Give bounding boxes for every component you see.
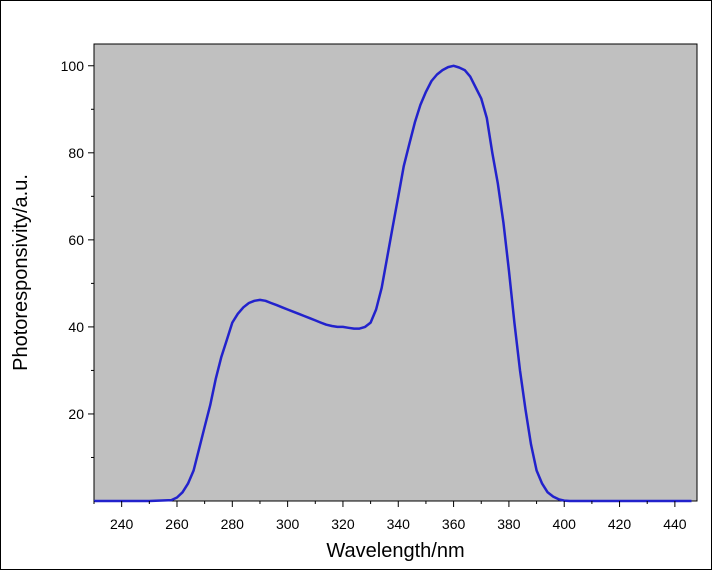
x-tick-label-240: 240 <box>110 516 134 532</box>
x-tick-label-360: 360 <box>442 516 466 532</box>
y-tick-label-80: 80 <box>68 145 84 161</box>
x-tick-label-440: 440 <box>663 516 687 532</box>
x-axis-title: Wavelength/nm <box>326 540 464 562</box>
y-tick-label-100: 100 <box>61 58 85 74</box>
y-tick-label-60: 60 <box>68 232 84 248</box>
x-tick-label-420: 420 <box>608 516 632 532</box>
x-tick-label-320: 320 <box>331 516 355 532</box>
plot-area <box>93 43 698 502</box>
x-tick-label-340: 340 <box>387 516 411 532</box>
series-line-0 <box>94 64 692 503</box>
y-axis-title: Photoresponsivity/a.u. <box>10 174 32 371</box>
x-tick-label-380: 380 <box>497 516 521 532</box>
y-tick-label-40: 40 <box>68 319 84 335</box>
y-tick-label-20: 20 <box>68 406 84 422</box>
x-tick-label-280: 280 <box>221 516 245 532</box>
x-tick-label-400: 400 <box>553 516 577 532</box>
x-tick-label-300: 300 <box>276 516 300 532</box>
x-tick-label-260: 260 <box>165 516 189 532</box>
axes: 240 260 280 300 320 340 360 380 400 420 440 20 40 60 8… <box>61 58 687 532</box>
plot-marks <box>94 64 692 503</box>
